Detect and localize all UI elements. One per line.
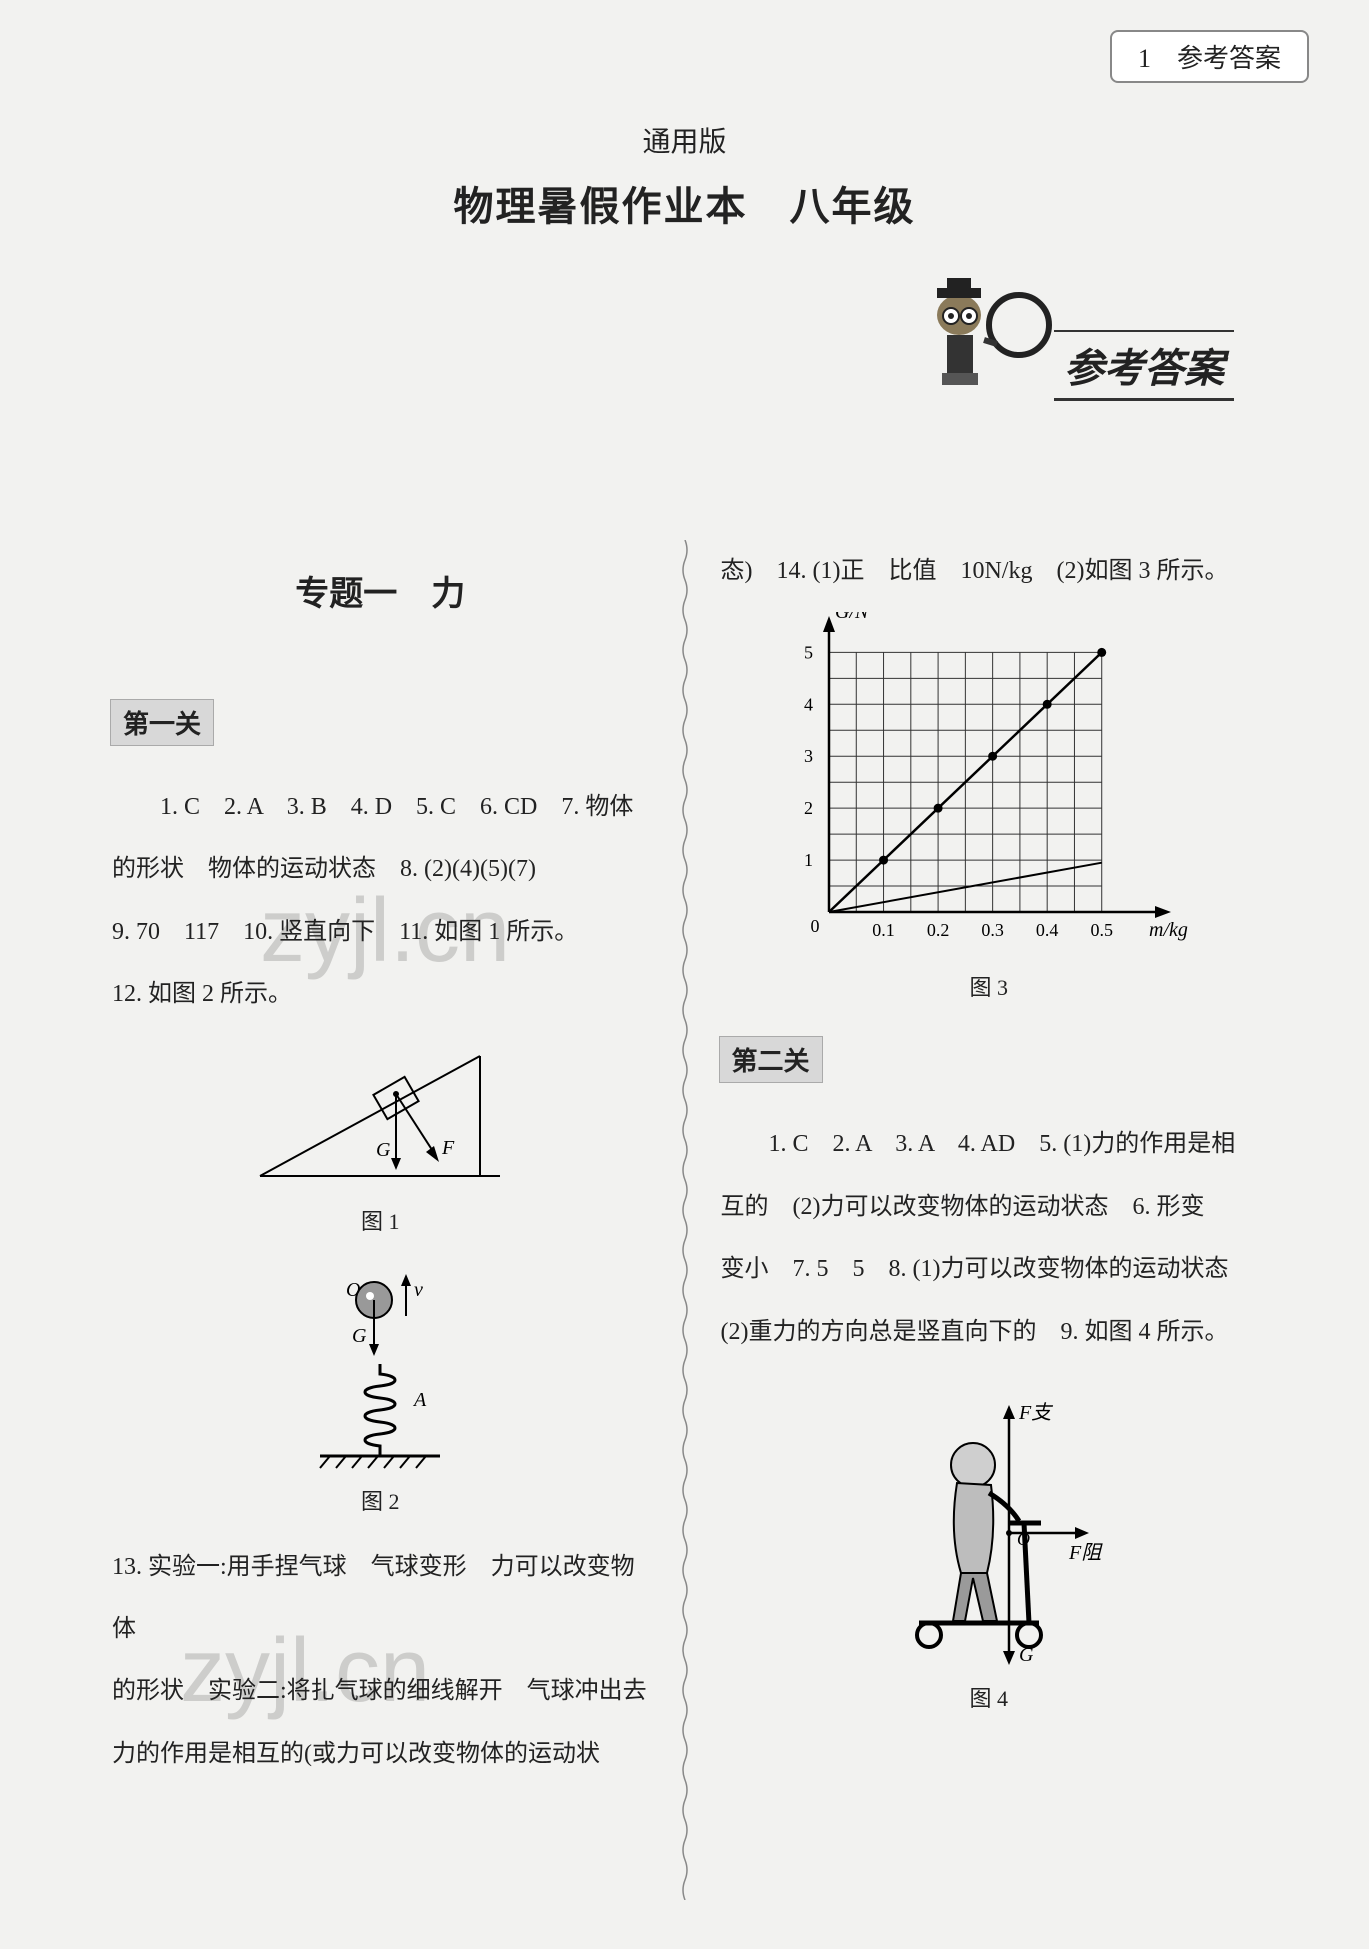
svg-text:0.4: 0.4 bbox=[1036, 920, 1059, 940]
label-G4: G bbox=[1019, 1644, 1034, 1666]
answer-text: 1. C 2. A 3. A 4. AD 5. (1)力的作用是相 bbox=[709, 1113, 1270, 1175]
answer-text: 9. 70 117 10. 竖直向下 11. 如图 1 所示。 bbox=[100, 901, 661, 963]
figure-4-caption: 图 4 bbox=[709, 1681, 1270, 1713]
label-F: F bbox=[441, 1137, 455, 1159]
level-1-label: 第一关 bbox=[110, 699, 214, 746]
figure-3: 0 0.1 0.2 0.3 0.4 0.5 1 2 3 4 5 G/N m/kg 图 3 bbox=[709, 612, 1270, 1002]
page-number: 1 参考答案 bbox=[1110, 30, 1309, 83]
right-column: 态) 14. (1)正 比值 10N/kg (2)如图 3 所示。 0 0.1 0.… bbox=[709, 540, 1270, 1905]
label-G: G bbox=[376, 1139, 391, 1161]
left-column: 专题一 力 第一关 1. C 2. A 3. B 4. D 5. C 6. CD… bbox=[100, 540, 661, 1905]
label-Fz: F支 bbox=[1018, 1402, 1053, 1424]
column-divider bbox=[681, 540, 689, 1905]
figure-1-svg: G F bbox=[250, 1036, 510, 1196]
figure-4-svg: O F支 F阻 G bbox=[869, 1373, 1109, 1673]
svg-text:0: 0 bbox=[810, 916, 819, 936]
figure-1-caption: 图 1 bbox=[100, 1204, 661, 1236]
svg-text:4: 4 bbox=[804, 695, 813, 715]
version-label: 通用版 bbox=[0, 120, 1369, 160]
banner-text: 参考答案 bbox=[1054, 330, 1234, 401]
svg-text:1: 1 bbox=[804, 850, 813, 870]
answer-text: 13. 实验一:用手捏气球 气球变形 力可以改变物体 bbox=[100, 1536, 661, 1661]
figure-2-svg: O v G A bbox=[290, 1256, 470, 1476]
answer-text: 1. C 2. A 3. B 4. D 5. C 6. CD 7. 物体 bbox=[100, 776, 661, 838]
answer-banner: 参考答案 bbox=[879, 330, 1279, 401]
svg-text:0.2: 0.2 bbox=[927, 920, 950, 940]
svg-text:0.1: 0.1 bbox=[872, 920, 895, 940]
answer-text: (2)重力的方向总是竖直向下的 9. 如图 4 所示。 bbox=[709, 1301, 1270, 1363]
svg-text:G/N: G/N bbox=[835, 612, 870, 623]
answer-text: 力的作用是相互的(或力可以改变物体的运动状 bbox=[100, 1723, 661, 1785]
figure-4: O F支 F阻 G 图 4 bbox=[709, 1373, 1270, 1713]
page-title: 物理暑假作业本 八年级 bbox=[0, 174, 1369, 232]
svg-text:2: 2 bbox=[804, 799, 813, 819]
svg-text:5: 5 bbox=[804, 643, 813, 663]
label-O: O bbox=[346, 1279, 360, 1301]
answer-text: 态) 14. (1)正 比值 10N/kg (2)如图 3 所示。 bbox=[709, 540, 1270, 602]
answer-text: 互的 (2)力可以改变物体的运动状态 6. 形变 bbox=[709, 1176, 1270, 1238]
answer-text: 12. 如图 2 所示。 bbox=[100, 963, 661, 1025]
figure-3-caption: 图 3 bbox=[709, 970, 1270, 1002]
label-v: v bbox=[414, 1279, 423, 1301]
answer-text: 变小 7. 5 5 8. (1)力可以改变物体的运动状态 bbox=[709, 1238, 1270, 1300]
figure-3-chart: 0 0.1 0.2 0.3 0.4 0.5 1 2 3 4 5 G/N m/kg bbox=[769, 612, 1209, 962]
svg-text:m/kg: m/kg bbox=[1149, 919, 1188, 941]
label-Fzu: F阻 bbox=[1068, 1542, 1103, 1564]
figure-1: G F 图 1 bbox=[100, 1036, 661, 1236]
svg-text:0.5: 0.5 bbox=[1090, 920, 1113, 940]
label-G2: G bbox=[352, 1325, 367, 1347]
label-A: A bbox=[412, 1389, 427, 1411]
mascot-icon bbox=[909, 270, 1059, 410]
figure-2-caption: 图 2 bbox=[100, 1484, 661, 1516]
svg-text:3: 3 bbox=[804, 747, 813, 767]
answer-text: 的形状 物体的运动状态 8. (2)(4)(5)(7) bbox=[100, 838, 661, 900]
svg-text:0.3: 0.3 bbox=[981, 920, 1004, 940]
figure-2: O v G A 图 2 bbox=[100, 1256, 661, 1516]
topic-heading: 专题一 力 bbox=[100, 566, 661, 615]
answer-text: 的形状 实验二:将扎气球的细线解开 气球冲出去 bbox=[100, 1660, 661, 1722]
level-2-label: 第二关 bbox=[719, 1036, 823, 1083]
